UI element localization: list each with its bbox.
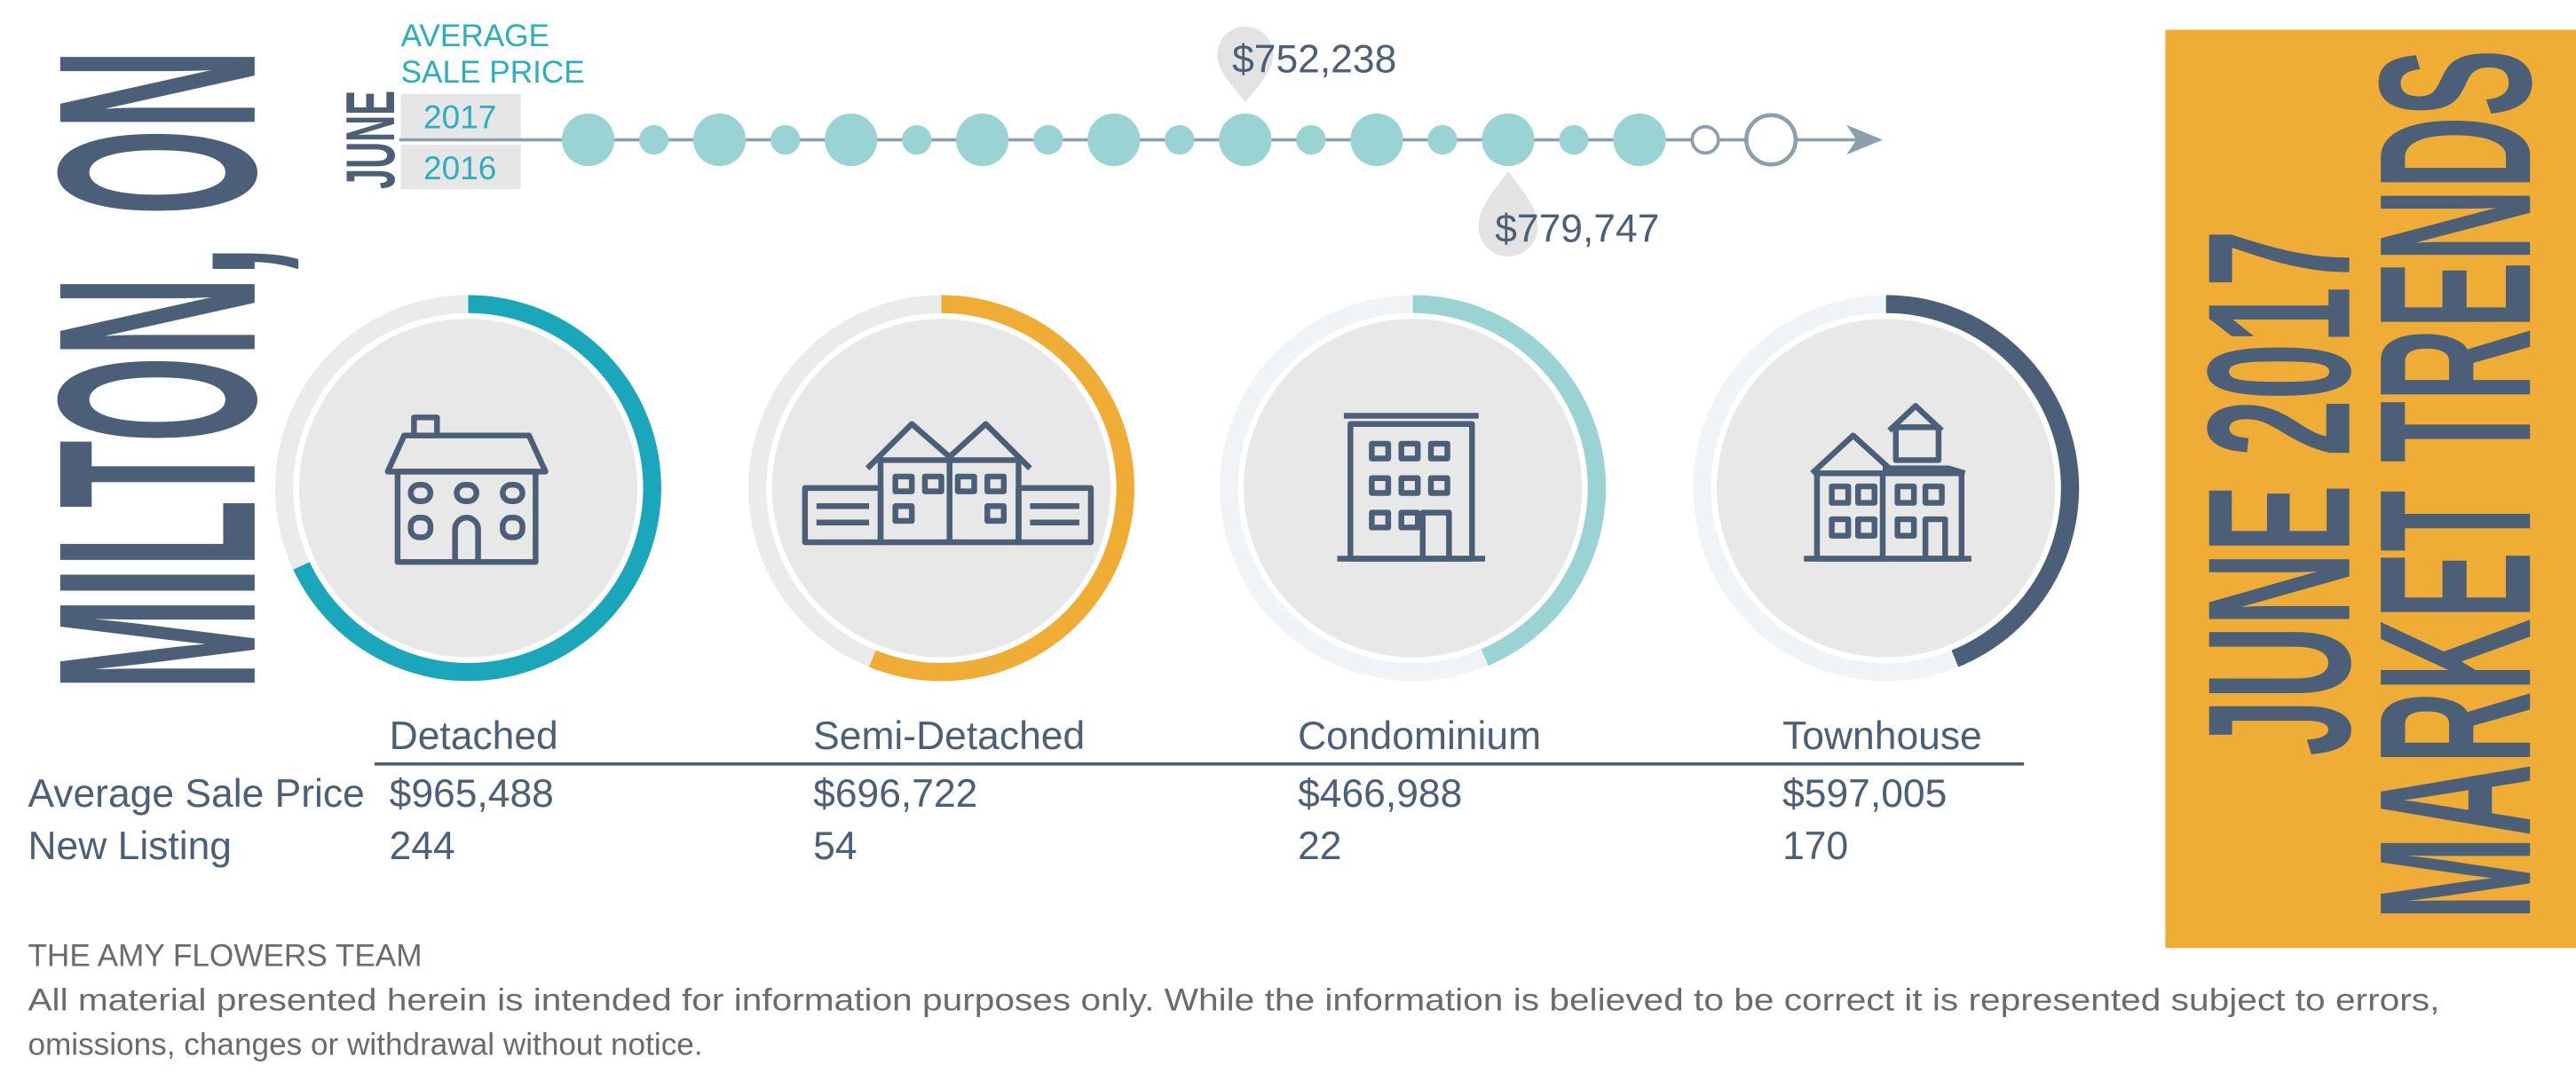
timeline-dot xyxy=(1427,124,1458,155)
timeline-dot xyxy=(693,113,747,167)
timeline-dots xyxy=(561,113,1798,167)
team-name: THE AMY FLOWERS TEAM xyxy=(28,938,422,973)
title: MILTON, ON xyxy=(0,50,315,690)
timeline-dot-open xyxy=(1690,124,1720,155)
timeline-dot xyxy=(561,113,615,167)
pin-price: $779,747 xyxy=(1495,207,1659,250)
table-cell: 54 xyxy=(813,824,857,868)
year-label: 2017 xyxy=(423,99,496,136)
table-cell: $696,722 xyxy=(813,772,977,816)
timeline-label: SALE PRICE xyxy=(401,55,585,90)
column-header: Detached xyxy=(390,714,558,758)
icon-condominium xyxy=(1337,413,1486,562)
ring-arc xyxy=(293,295,661,682)
timeline-dot xyxy=(1350,113,1403,167)
timeline-dot-open xyxy=(1744,113,1798,167)
timeline-month: JUNE xyxy=(333,91,409,189)
year-box xyxy=(400,145,521,190)
column-header: Townhouse xyxy=(1782,714,1982,758)
ring-arc xyxy=(1412,295,1607,667)
timeline-dot xyxy=(1613,113,1666,167)
ring-arc xyxy=(869,295,1134,682)
disclaimer: omissions, changes or withdrawal without… xyxy=(28,1027,702,1061)
ring-center xyxy=(1244,319,1583,658)
table: Detached Semi-Detached Condominium Townhous… xyxy=(28,714,1981,868)
icon-semi-detached xyxy=(802,421,1094,546)
donuts xyxy=(275,295,2080,682)
timeline-dot xyxy=(956,113,1009,167)
table-cell: 170 xyxy=(1782,824,1848,868)
table-cell: $466,988 xyxy=(1298,772,1462,816)
timeline-arrow xyxy=(1846,124,1883,155)
badge-line-2: MARKET TRENDS xyxy=(2334,50,2576,920)
badge-line-1: JUNE 2017 xyxy=(2165,230,2393,755)
timeline-dot xyxy=(638,124,669,155)
timeline-dot xyxy=(1296,124,1326,155)
timeline-dot xyxy=(1482,113,1535,167)
year-label: 2016 xyxy=(423,149,496,186)
table-cell: 22 xyxy=(1298,824,1341,868)
pin xyxy=(1478,170,1538,256)
table-cell: $597,005 xyxy=(1782,772,1947,816)
timeline-dot xyxy=(825,113,878,167)
row-label: Average Sale Price xyxy=(28,772,364,816)
column-header: Condominium xyxy=(1298,714,1541,758)
timeline-dot xyxy=(1087,113,1141,167)
timeline-dot xyxy=(1165,124,1195,155)
timeline-dot xyxy=(1559,124,1589,155)
column-header: Semi-Detached xyxy=(813,714,1085,758)
timeline-dot xyxy=(1219,113,1272,167)
badge-background xyxy=(2165,29,2576,949)
timeline-dot xyxy=(902,124,932,155)
icon-detached xyxy=(384,414,549,565)
icon-townhouse xyxy=(1804,403,1972,562)
timeline-label: AVERAGE xyxy=(401,19,549,53)
ring-center xyxy=(298,319,638,658)
pin-price: $752,238 xyxy=(1232,38,1396,82)
timeline-dot xyxy=(770,124,801,155)
disclaimer: All material presented herein is intende… xyxy=(28,982,2439,1017)
table-cell: 244 xyxy=(390,824,455,868)
pin xyxy=(1217,26,1274,102)
year-box xyxy=(400,93,521,138)
row-label: New Listing xyxy=(28,824,232,868)
timeline-dot xyxy=(1033,124,1063,155)
ring-arc xyxy=(1885,295,2080,667)
table-cell: $965,488 xyxy=(390,772,554,816)
ring-center xyxy=(1717,319,2056,658)
